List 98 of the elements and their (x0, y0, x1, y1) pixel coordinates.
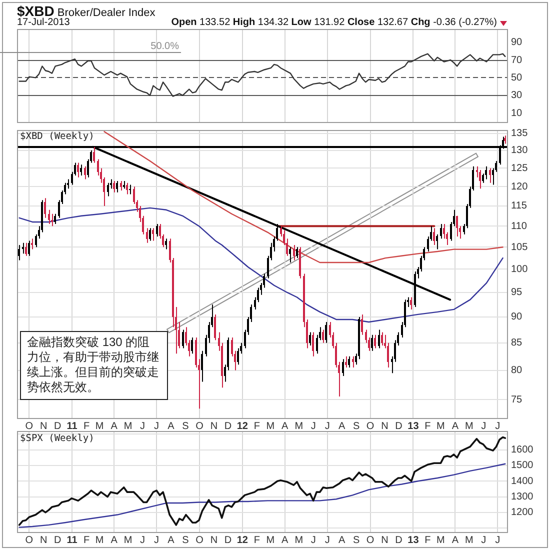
x-tick-label: S (352, 420, 360, 432)
x-tick-label: A (110, 420, 118, 432)
x-tick-label: S (182, 420, 190, 432)
x-tick-label: S (182, 534, 190, 546)
y-tick-label: 80 (511, 365, 523, 376)
y-tick-label: 120 (511, 181, 528, 192)
x-tick-label: M (465, 420, 474, 432)
y-tick-label: 135 (511, 128, 528, 140)
x-tick-label: J (140, 420, 146, 432)
x-tick-label: A (168, 420, 175, 432)
x-tick-label: J (310, 534, 316, 546)
x-tick-label: F (424, 534, 431, 546)
x-tick-label: 12 (236, 420, 248, 432)
x-tick-label: M (436, 534, 445, 546)
x-tick-label: J (481, 534, 486, 546)
x-tick-label: 12 (236, 534, 248, 546)
x-tick-label: J (324, 420, 330, 432)
x-tick-label: A (338, 420, 346, 432)
x-tick-label: N (40, 534, 48, 546)
x-tick-label: 11 (66, 420, 78, 432)
x-tick-label: J (324, 534, 330, 546)
x-tick-label: J (495, 534, 500, 546)
y-tick-label: 100 (511, 264, 528, 275)
y-tick-label: 1200 (511, 507, 534, 518)
x-tick-label: A (168, 534, 175, 546)
y-tick-label: 130 (511, 145, 528, 156)
x-tick-label: O (196, 420, 204, 432)
y-tick-label: 1400 (511, 476, 534, 487)
x-tick-label: M (266, 534, 275, 546)
x-tick-label: M (465, 534, 474, 546)
y-tick-label: 1600 (511, 444, 534, 456)
x-tick-label: J (495, 420, 500, 432)
y-tick-label: 30 (511, 90, 523, 102)
x-tick-label: N (210, 534, 218, 546)
x-tick-label: A (282, 420, 289, 432)
x-tick-label: F (254, 420, 260, 432)
y-tick-label: 10 (511, 108, 523, 119)
x-tick-label: D (395, 534, 402, 546)
chart-title: $XBD Broker/Dealer Index (17, 3, 156, 19)
y-tick-label: 115 (511, 200, 528, 212)
chart-title: $XBD (Weekly) (20, 131, 94, 143)
x-tick-label: N (381, 420, 388, 432)
text: Open 133.52 High 134.32 Low 131.92 Close 132.67 Chg -0.36 (-0.27%) (171, 17, 497, 28)
y-tick-label: 90 (511, 312, 523, 323)
x-tick-label: J (154, 420, 160, 432)
x-tick-label: N (40, 420, 48, 432)
annotation: 50.0% (150, 41, 179, 52)
x-tick-label: M (95, 534, 104, 546)
y-tick-label: 125 (511, 162, 528, 174)
x-tick-label: S (352, 534, 360, 546)
x-tick-label: M (95, 420, 104, 432)
x-tick-label: J (154, 534, 160, 546)
x-tick-label: A (110, 534, 118, 546)
x-tick-label: J (310, 420, 316, 432)
y-tick-label: 1300 (511, 492, 534, 503)
x-tick-label: M (294, 534, 304, 546)
x-tick-label: A (452, 420, 459, 432)
x-tick-label: N (210, 420, 218, 432)
x-tick-label: D (54, 420, 62, 432)
x-tick-label: D (54, 534, 62, 546)
y-tick-label: 95 (511, 287, 523, 298)
chart-subtitle: 17-Jul-2013 (17, 17, 70, 29)
x-tick-label: O (366, 534, 374, 546)
x-tick-label: O (25, 420, 34, 432)
x-tick-label: J (140, 534, 146, 546)
x-tick-label: A (282, 534, 289, 546)
x-tick-label: M (124, 420, 132, 432)
x-tick-label: F (254, 534, 260, 546)
y-tick-label: 90 (511, 37, 523, 48)
x-tick-label: M (436, 420, 445, 432)
x-tick-label: F (424, 420, 431, 432)
x-tick-label: F (83, 534, 90, 546)
x-tick-label: M (266, 420, 275, 432)
x-tick-label: 13 (408, 534, 420, 546)
y-tick-label: 70 (511, 54, 523, 66)
y-tick-label: 85 (511, 338, 523, 349)
x-tick-label: D (224, 420, 232, 432)
x-tick-label: O (366, 420, 374, 432)
x-tick-label: M (124, 534, 132, 546)
y-tick-label: 75 (511, 394, 523, 406)
y-tick-label: 105 (511, 242, 528, 253)
x-tick-label: A (452, 534, 459, 546)
y-tick-label: 50 (511, 72, 523, 84)
x-tick-label: 11 (66, 534, 78, 546)
y-tick-label: 1500 (511, 460, 534, 472)
y-tick-label: 110 (511, 220, 528, 232)
x-tick-label: D (224, 534, 232, 546)
x-tick-label: M (294, 420, 304, 432)
x-tick-label: F (83, 420, 90, 432)
x-tick-label: 13 (408, 420, 420, 432)
x-tick-label: D (395, 420, 402, 432)
annotation: 金融指数突破 130 的阻力位，有助于带动股市继续上涨。但目前的突破走势依然无效。 (20, 331, 168, 400)
x-tick-label: J (481, 420, 486, 432)
x-tick-label: A (338, 534, 346, 546)
x-tick-label: O (25, 534, 34, 546)
x-tick-label: O (196, 534, 204, 546)
x-tick-label: N (381, 534, 388, 546)
chart-title: $SPX (Weekly) (20, 433, 94, 445)
